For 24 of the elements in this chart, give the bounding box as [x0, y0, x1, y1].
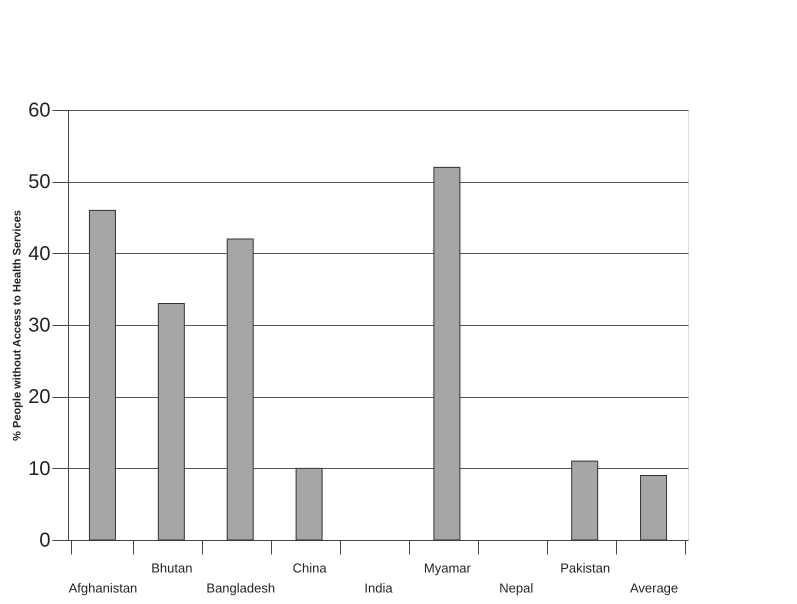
y-axis-title: % People without Access to Health Services: [11, 210, 24, 441]
bar: [158, 303, 185, 540]
y-tick-label: 30: [28, 314, 50, 336]
x-tick-label: China: [292, 560, 328, 576]
x-tick-label: Nepal: [499, 580, 534, 596]
y-tick-label: 50: [28, 171, 50, 194]
x-tick-label: Myamar: [424, 560, 472, 576]
x-tick-label: India: [364, 580, 394, 596]
bar: [571, 460, 598, 540]
y-tick-label: 40: [28, 242, 50, 265]
x-tick-label: Pakistan: [560, 560, 610, 576]
y-tick-label: 10: [28, 458, 50, 480]
y-tick-label: 20: [28, 386, 50, 408]
y-tick-label: 0: [39, 530, 50, 552]
bar: [296, 468, 323, 540]
bar: [640, 475, 668, 540]
bar: [433, 166, 460, 540]
x-tick-label: Afghanistan: [68, 580, 138, 596]
x-tick-label: Bhutan: [151, 560, 192, 576]
bar: [226, 238, 254, 540]
x-tick-label: Average: [630, 580, 678, 596]
bar: [88, 210, 116, 540]
x-tick-label: Bangladesh: [206, 580, 276, 596]
y-tick-label: 60: [28, 100, 50, 122]
